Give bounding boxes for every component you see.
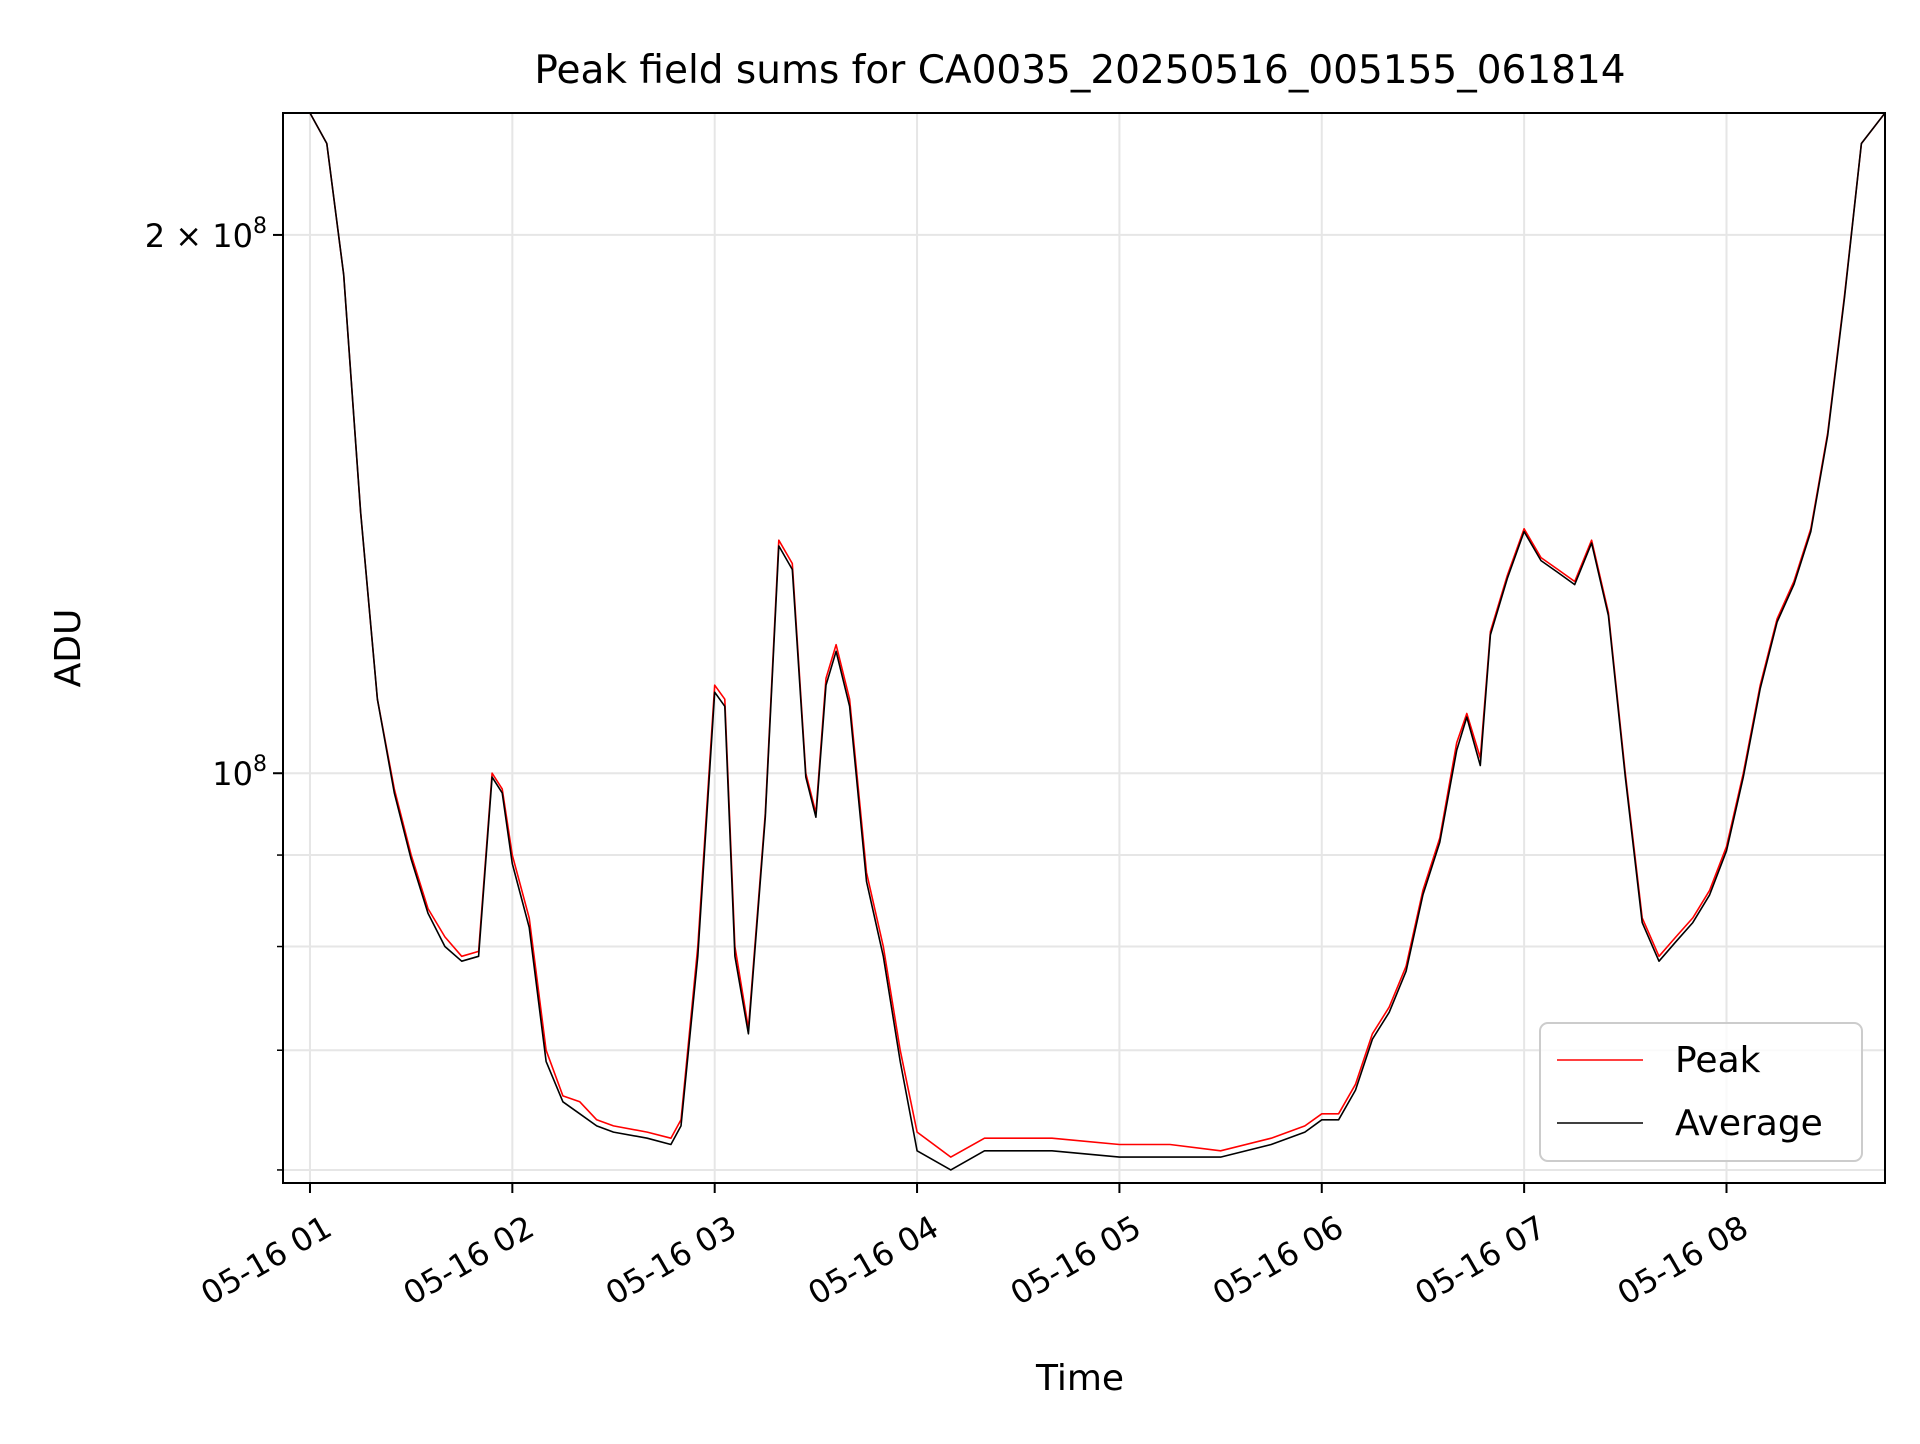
legend-box: [1539, 1022, 1863, 1162]
series-line-peak: [283, 113, 1885, 1158]
grid: [283, 113, 1885, 1183]
series-line-average: [283, 113, 1885, 1171]
series-group: [283, 113, 1885, 1171]
y-tick-label: 108: [212, 752, 267, 793]
y-tick-label: 2 × 108: [145, 214, 267, 255]
plot-frame: [282, 112, 1886, 1184]
legend-label-peak: Peak: [1675, 1040, 1761, 1081]
chart-title: Peak field sums for CA0035_20250516_0051…: [534, 48, 1625, 93]
legend-label-average: Average: [1675, 1103, 1823, 1144]
y-axis-ticks: 108 2 × 108: [145, 214, 283, 1171]
legend: Peak Average: [1539, 1022, 1863, 1162]
y-axis-label: ADU: [48, 609, 89, 688]
x-axis-label: Time: [1035, 1358, 1124, 1399]
